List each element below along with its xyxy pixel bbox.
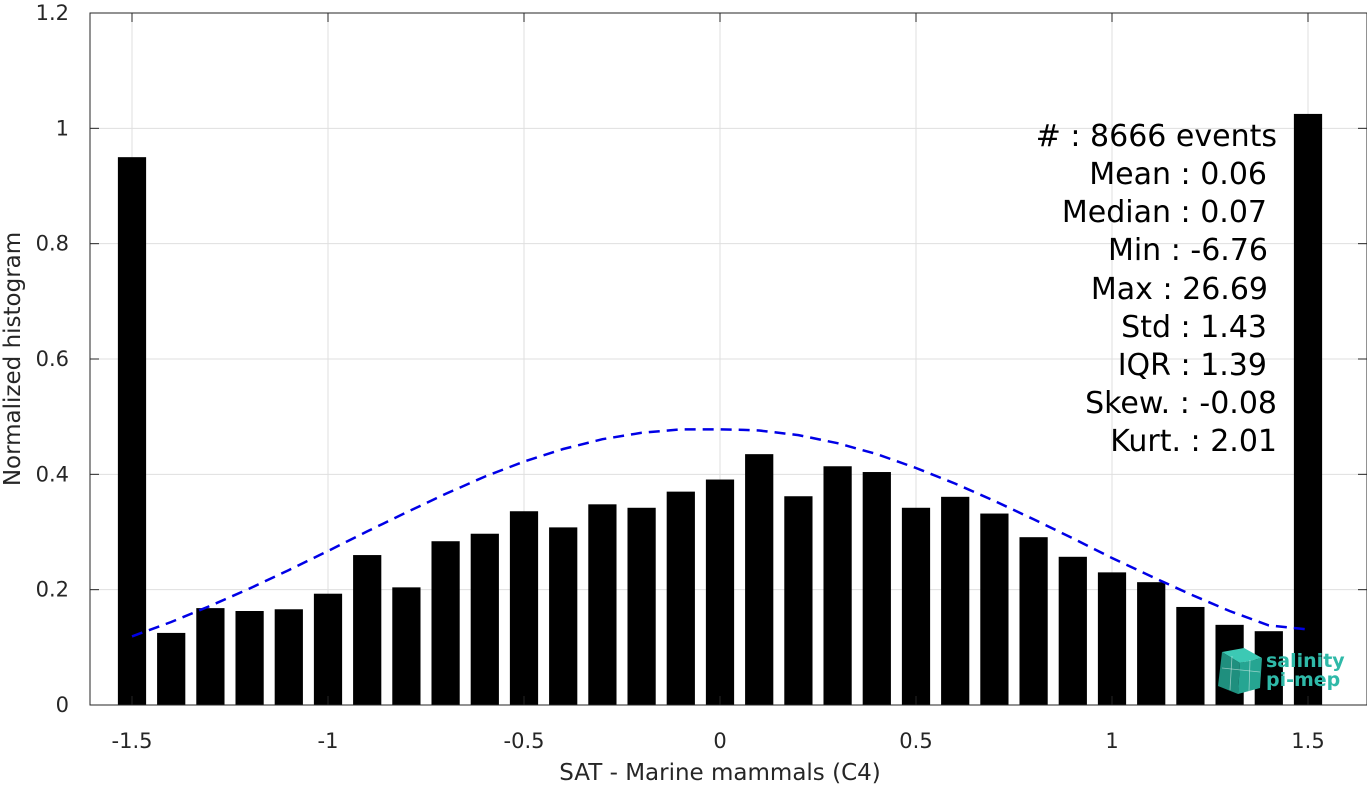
tick-labels: -1.5 -1 -0.5 0 0.5 1 1.5 0 0.2 0.4 0.6 0.8 1 1.2: [36, 1, 1325, 753]
x-tick-label: -0.5: [504, 729, 545, 753]
cube-icon: [1218, 648, 1262, 694]
histogram-bar: [1019, 537, 1048, 705]
histogram-bar: [431, 541, 460, 705]
x-tick-label: 0: [713, 729, 726, 753]
stat-mean: Mean : 0.06: [1089, 157, 1267, 192]
histogram-bar: [1176, 606, 1205, 705]
histogram-bar: [745, 454, 774, 705]
histogram-bar: [823, 466, 852, 705]
histogram-bar: [353, 555, 382, 705]
stat-min: Min : -6.76: [1108, 233, 1268, 268]
histogram-bar: [784, 496, 813, 705]
normal-fit-curve: [131, 428, 1309, 638]
stat-kurt: Kurt. : 2.01: [1110, 424, 1277, 459]
y-tick-label: 0.2: [36, 578, 69, 602]
stats-annotation: # : 8666 events Mean : 0.06 Median : 0.0…: [1036, 119, 1277, 459]
histogram-bar: [1058, 556, 1087, 705]
histogram-bar: [274, 609, 303, 705]
y-axis-label: Normalized histogram: [0, 232, 26, 486]
axes: [89, 12, 1367, 706]
x-tick-label: 1: [1105, 729, 1118, 753]
salinity-pimep-logo: salinity pi-mep: [1218, 648, 1345, 694]
histogram-bar: [941, 496, 970, 705]
histogram-bar: [235, 611, 264, 705]
x-tick-label: 1.5: [1291, 729, 1324, 753]
histogram-bar: [588, 504, 617, 705]
histogram-bar: [666, 491, 695, 705]
x-tick-label: -1: [318, 729, 339, 753]
stat-std: Std : 1.43: [1121, 310, 1267, 345]
x-axis-label: SAT - Marine mammals (C4): [559, 760, 881, 785]
histogram-bar: [901, 507, 931, 705]
y-tick-label: 0.6: [36, 347, 69, 371]
stat-skew: Skew. : -0.08: [1085, 386, 1277, 421]
y-tick-label: 0.8: [36, 232, 69, 256]
histogram-bar: [117, 157, 147, 705]
histogram-bar: [1097, 572, 1127, 705]
histogram-bar: [196, 608, 225, 705]
histogram-bar: [1293, 113, 1323, 705]
histogram-bar: [549, 527, 578, 705]
histogram-bar: [157, 632, 186, 705]
histogram-bar: [862, 472, 891, 705]
stat-events: # : 8666 events: [1036, 119, 1277, 154]
stat-median: Median : 0.07: [1062, 195, 1267, 230]
y-tick-label: 1.2: [36, 1, 69, 25]
y-tick-label: 0.4: [36, 462, 69, 486]
histogram-bar: [980, 513, 1009, 705]
stat-max: Max : 26.69: [1091, 272, 1268, 307]
histogram-bar: [1137, 582, 1166, 705]
histogram-bar: [509, 511, 539, 705]
histogram-bar: [313, 593, 343, 705]
histogram-bar: [627, 507, 656, 705]
histogram-bar: [705, 479, 735, 705]
logo-text-pimep: pi-mep: [1266, 669, 1340, 691]
y-tick-label: 0: [56, 693, 69, 717]
x-tick-label: 0.5: [899, 729, 932, 753]
histogram-bar: [392, 587, 421, 705]
stat-iqr: IQR : 1.39: [1118, 348, 1267, 383]
histogram-bar: [470, 533, 499, 705]
logo-text-salinity: salinity: [1266, 650, 1345, 672]
x-tick-label: -1.5: [112, 729, 153, 753]
y-tick-label: 1: [56, 116, 69, 140]
bars: [117, 113, 1323, 705]
